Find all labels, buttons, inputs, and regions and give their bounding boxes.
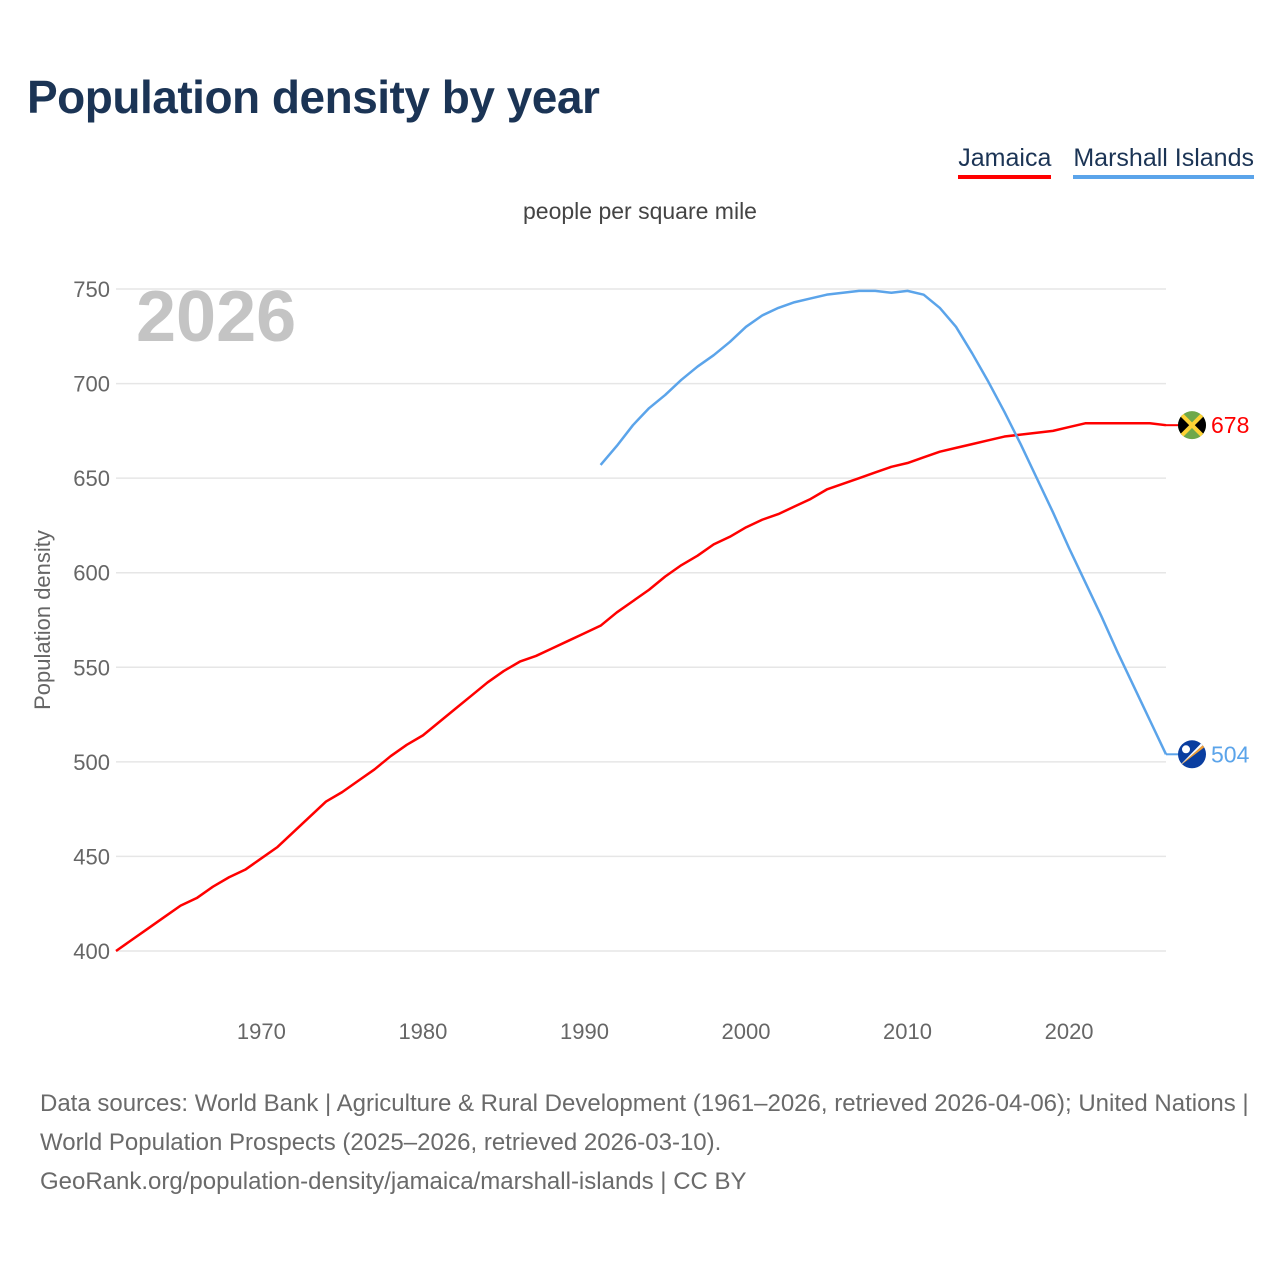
flag-star bbox=[1182, 745, 1190, 754]
footer: Data sources: World Bank | Agriculture &… bbox=[40, 1084, 1250, 1201]
y-tick-label: 500 bbox=[73, 750, 110, 775]
y-tick-label: 750 bbox=[73, 277, 110, 302]
flag-black bbox=[1178, 411, 1192, 440]
x-tick-label: 2010 bbox=[883, 1019, 932, 1044]
x-tick-label: 1970 bbox=[237, 1019, 286, 1044]
end-value-label: 504 bbox=[1211, 741, 1250, 767]
end-value-label: 678 bbox=[1211, 412, 1249, 438]
flag-white bbox=[1178, 740, 1206, 768]
y-axis-label: Population density bbox=[30, 530, 55, 710]
y-tick-label: 550 bbox=[73, 655, 110, 680]
y-tick-label: 400 bbox=[73, 939, 110, 964]
chart-subtitle: people per square mile bbox=[523, 198, 757, 224]
y-tick-label: 700 bbox=[73, 372, 110, 397]
source-link[interactable]: GeoRank.org/population-density/jamaica/m… bbox=[40, 1168, 747, 1195]
page-title: Population density by year bbox=[27, 71, 600, 123]
flag-body bbox=[1178, 740, 1206, 769]
flag-black bbox=[1192, 411, 1206, 440]
line-chart: 400 450 500 550 600 650 700 750 1970 1980 1990 2000… bbox=[30, 277, 1250, 1044]
series-line-jamaica bbox=[115, 422, 1167, 953]
data-sources: Data sources: World Bank | Agriculture &… bbox=[40, 1090, 1249, 1156]
legend-item-marshall-islands[interactable]: Marshall Islands bbox=[1073, 144, 1254, 179]
legend: Jamaica Marshall Islands bbox=[958, 144, 1254, 179]
series-line-marshall-islands bbox=[599, 289, 1168, 755]
x-tick-label: 1990 bbox=[560, 1019, 609, 1044]
x-tick-label: 2020 bbox=[1045, 1019, 1094, 1044]
y-tick-label: 600 bbox=[73, 561, 110, 586]
jamaica-flag-icon bbox=[1178, 411, 1206, 440]
y-tick-label: 650 bbox=[73, 466, 110, 491]
marshall-islands-flag-icon bbox=[1178, 740, 1206, 769]
flag-body bbox=[1178, 411, 1206, 440]
legend-item-jamaica[interactable]: Jamaica bbox=[958, 144, 1052, 179]
x-tick-label: 1980 bbox=[398, 1019, 447, 1044]
y-tick-label: 450 bbox=[73, 844, 110, 869]
year-label: 2026 bbox=[136, 277, 296, 357]
x-tick-label: 2000 bbox=[722, 1019, 771, 1044]
